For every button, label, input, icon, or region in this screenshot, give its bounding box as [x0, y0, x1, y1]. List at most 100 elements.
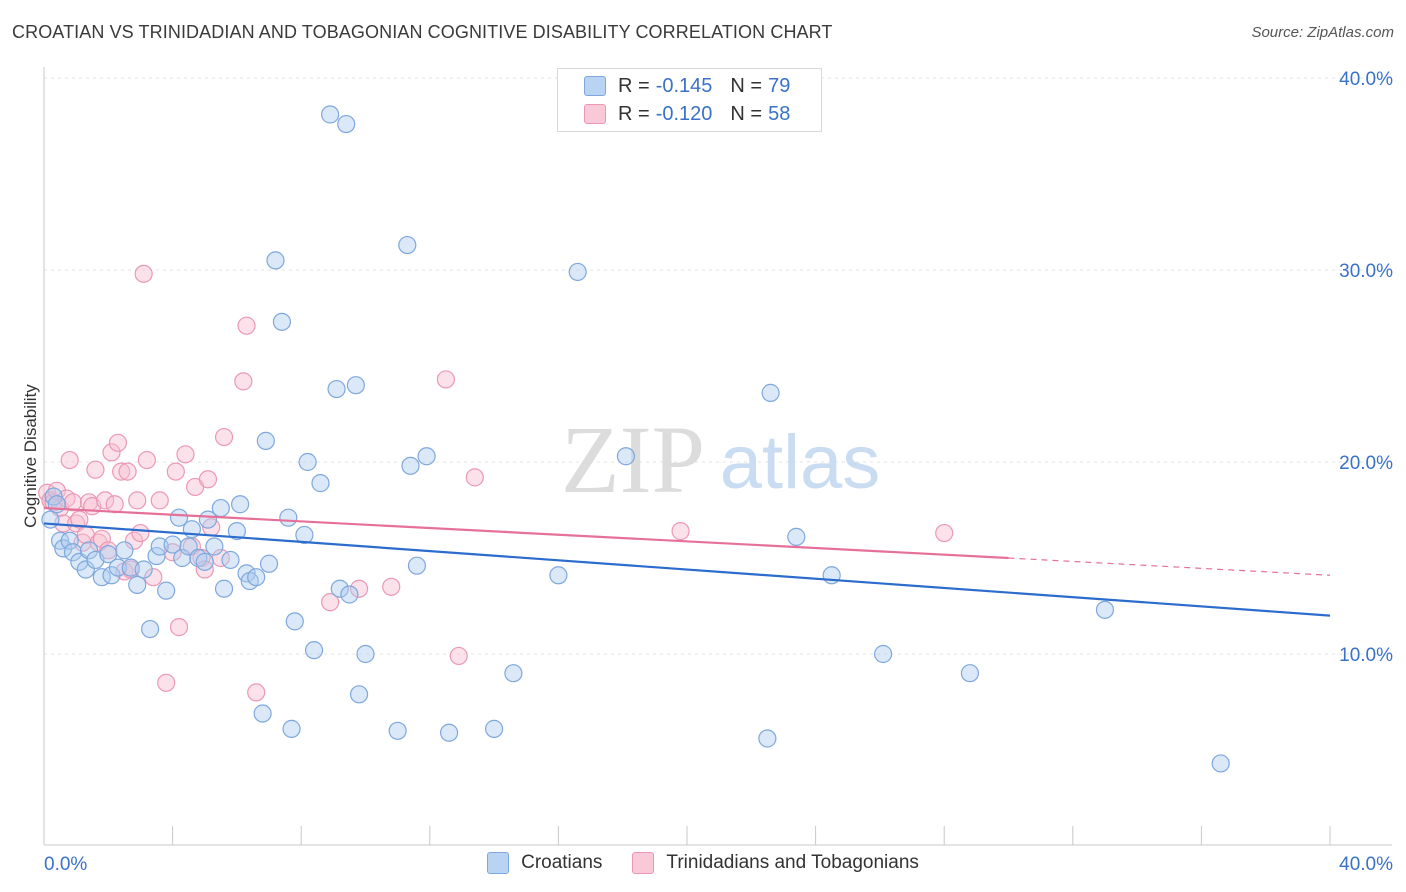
legend-r-value: -0.145	[655, 74, 713, 97]
data-point-croatian	[349, 685, 369, 704]
legend-row-trinidadians: R = -0.120 N = 58	[584, 101, 790, 127]
chart-title: CROATIAN VS TRINIDADIAN AND TOBAGONIAN C…	[12, 22, 833, 42]
data-point-croatian	[1095, 600, 1115, 619]
data-point-trinidadian	[671, 522, 690, 541]
legend-r-label: R =	[618, 102, 650, 125]
data-point-trinidadian	[214, 427, 234, 447]
data-point-croatian	[388, 721, 407, 740]
data-point-croatian	[140, 619, 160, 639]
legend-swatch-blue	[584, 76, 606, 96]
data-point-croatian	[356, 644, 375, 664]
data-point-croatian	[195, 552, 214, 571]
watermark-atlas: atlas	[720, 420, 881, 505]
data-point-croatian	[758, 729, 777, 748]
axes	[43, 67, 1392, 846]
data-point-croatian	[134, 560, 153, 579]
data-point-croatian	[439, 723, 459, 742]
data-point-croatian	[211, 498, 230, 518]
y-tick-label: 10.0%	[1339, 645, 1393, 666]
data-point-croatian	[407, 556, 427, 575]
x-tick-label: 40.0%	[1339, 854, 1393, 875]
data-point-trinidadian	[176, 445, 195, 464]
data-point-croatian	[247, 568, 266, 587]
data-point-croatian	[76, 560, 95, 579]
data-point-croatian	[321, 105, 340, 124]
legend-item-croatians: Croatians	[487, 852, 602, 874]
data-point-croatian	[295, 525, 314, 545]
data-point-croatian	[169, 508, 189, 527]
data-point-trinidadian	[166, 462, 185, 481]
trend-line-croatians	[43, 522, 1331, 617]
data-point-trinidadian	[60, 450, 79, 470]
data-point-croatian	[272, 312, 292, 331]
data-point-trinidadian	[195, 560, 214, 579]
data-point-trinidadian	[465, 468, 484, 487]
data-point-trinidadian	[134, 264, 153, 283]
data-point-croatian	[311, 474, 330, 493]
y-axis-label: Cognitive Disability	[21, 384, 40, 528]
legend-n-label: N =	[730, 74, 763, 97]
data-point-croatian	[115, 541, 134, 560]
data-point-croatian	[874, 644, 893, 664]
data-point-croatian	[327, 379, 346, 399]
data-point-trinidadian	[436, 370, 455, 389]
series-legend: Croatians Trinidadians and Tobagonians	[0, 852, 1406, 874]
legend-n-value: 58	[768, 102, 791, 125]
data-point-trinidadian	[102, 443, 121, 462]
x-tick-labels: 0.0% 40.0%	[44, 854, 1393, 875]
data-point-trinidadian	[108, 433, 128, 452]
data-point-croatian	[616, 447, 636, 466]
data-point-trinidadian	[63, 493, 83, 512]
data-point-trinidadian	[70, 510, 89, 529]
legend-row-croatians: R = -0.145 N = 79	[584, 73, 790, 99]
data-point-croatian	[41, 510, 60, 529]
data-point-trinidadian	[349, 579, 369, 598]
y-tick-label: 30.0%	[1339, 261, 1393, 282]
legend-label-trinidadians: Trinidadians and Tobagonians	[666, 852, 919, 873]
legend-r-label: R =	[618, 74, 650, 97]
trend-line-trinidadians	[43, 506, 1009, 560]
data-point-croatian	[253, 704, 272, 723]
data-point-croatian	[79, 541, 99, 560]
watermark: ZIP atlas	[561, 406, 880, 513]
data-point-croatian	[279, 508, 298, 527]
data-point-trinidadian	[128, 491, 147, 510]
data-point-trinidadian	[234, 372, 253, 391]
legend-item-trinidadians: Trinidadians and Tobagonians	[632, 852, 919, 874]
data-point-croatian	[108, 558, 128, 577]
data-point-trinidadian	[449, 646, 468, 666]
data-point-croatian	[173, 548, 192, 568]
data-point-croatian	[285, 612, 304, 631]
legend-n-label: N =	[730, 102, 763, 125]
legend-r-value: -0.120	[655, 102, 713, 125]
data-point-croatian	[221, 550, 240, 570]
data-point-croatian	[214, 579, 234, 598]
data-point-croatian	[147, 546, 166, 566]
data-point-croatian	[227, 522, 246, 541]
data-point-croatian	[330, 579, 349, 598]
data-point-croatian	[787, 527, 806, 546]
watermark-zip: ZIP	[561, 406, 705, 513]
data-point-croatian	[157, 581, 176, 600]
y-tick-label: 20.0%	[1339, 453, 1393, 474]
data-point-trinidadian	[131, 523, 150, 543]
data-point-trinidadian	[144, 568, 163, 587]
data-point-trinidadian	[86, 460, 105, 479]
data-point-trinidadian	[118, 462, 137, 481]
data-point-croatian	[504, 664, 523, 683]
data-point-trinidadian	[47, 481, 66, 500]
data-point-croatian	[304, 641, 324, 660]
data-point-croatian	[398, 235, 417, 255]
source-credit: Source: ZipAtlas.com	[1251, 24, 1394, 41]
legend-swatch-pink	[632, 852, 655, 874]
data-point-croatian	[205, 537, 224, 556]
data-point-croatian	[163, 535, 182, 554]
data-point-trinidadian	[150, 491, 169, 510]
series-trinidadian-points	[38, 264, 954, 702]
legend-n-value: 79	[768, 74, 791, 97]
series-croatian-points	[41, 105, 1230, 773]
data-point-trinidadian	[382, 577, 401, 596]
data-point-croatian	[568, 262, 587, 282]
data-point-croatian	[60, 531, 79, 550]
